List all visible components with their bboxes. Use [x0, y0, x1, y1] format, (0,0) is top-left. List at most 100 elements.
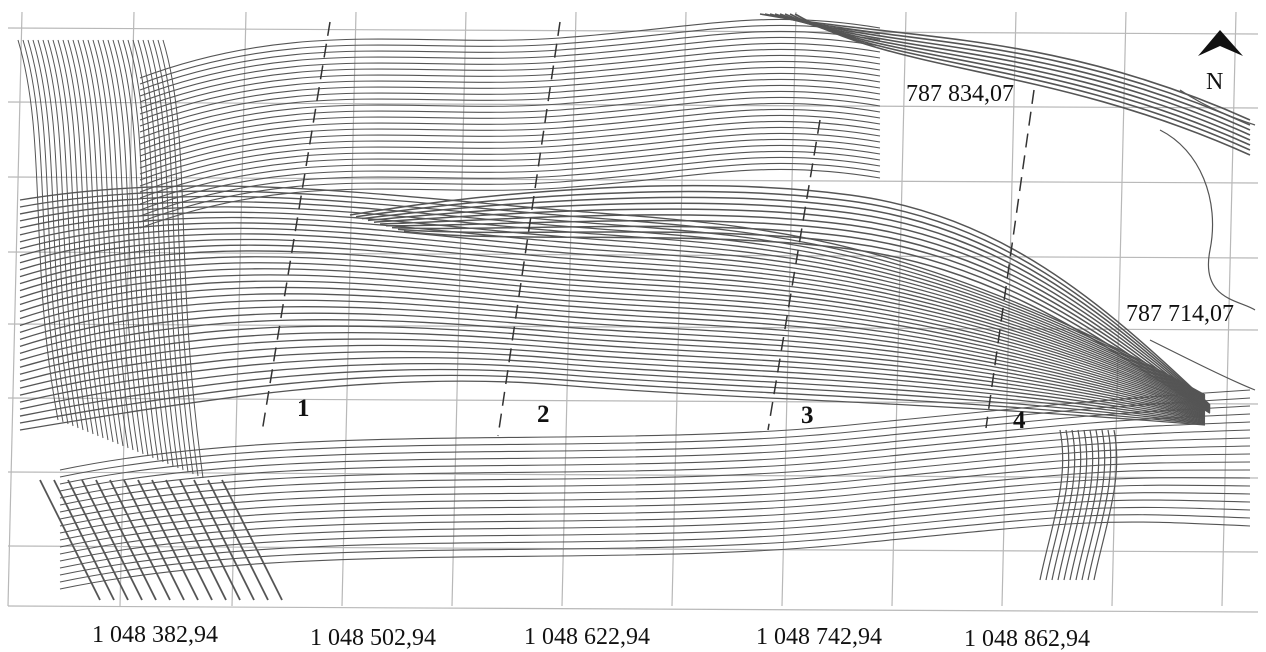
- contour-line: [1069, 429, 1094, 581]
- contour-line: [367, 202, 1211, 409]
- grid-line-vertical: [451, 11, 467, 607]
- contour-line: [59, 421, 1251, 499]
- contour-line: [19, 374, 1206, 425]
- contour-line: [139, 126, 881, 187]
- grid-line-horizontal: [7, 251, 1259, 259]
- contour-line: [19, 293, 1206, 413]
- profile-label-2: 2: [537, 401, 550, 428]
- contour-line: [109, 479, 171, 601]
- contour-line: [385, 219, 1211, 412]
- contour-line: [19, 325, 1206, 418]
- contour-line: [19, 306, 1206, 415]
- contour-line: [162, 39, 204, 479]
- contour-line: [1063, 429, 1088, 581]
- contour-line: [221, 479, 283, 601]
- contour-line: [19, 380, 1206, 431]
- grid-line-horizontal: [7, 323, 1259, 331]
- contour-line: [759, 13, 1251, 121]
- contour-line: [139, 72, 881, 133]
- contour-line: [794, 13, 1251, 156]
- contour-line: [1093, 429, 1118, 581]
- contour-line: [19, 222, 1206, 402]
- contour-line: [87, 39, 129, 449]
- contour-line: [72, 39, 114, 443]
- contour-line: [59, 413, 1251, 492]
- contour-line: [19, 312, 1206, 416]
- contour-line: [132, 39, 174, 467]
- contour-line: [769, 13, 1251, 131]
- contour-line: [59, 453, 1251, 527]
- contour-line: [1045, 429, 1070, 581]
- contour-line: [117, 39, 159, 461]
- contour-line: [19, 344, 1206, 421]
- profile-line: [767, 119, 821, 431]
- contour-line: [139, 108, 881, 169]
- contour-line: [95, 479, 157, 601]
- contour-line: [207, 479, 269, 601]
- contour-line: [139, 114, 881, 175]
- easting-label-2: 1 048 502,94: [310, 625, 436, 651]
- contour-line: [19, 356, 1206, 423]
- contour-lines: [17, 13, 1256, 601]
- contour-line: [397, 228, 1211, 413]
- contour-line: [139, 168, 881, 229]
- contour-line: [102, 39, 144, 455]
- contour-line: [19, 216, 1206, 402]
- north-label: N: [1206, 69, 1224, 95]
- contour-line: [139, 84, 881, 145]
- contour-line: [19, 227, 1206, 403]
- contour-line: [59, 492, 1251, 562]
- contour-line: [19, 338, 1206, 420]
- contour-line: [139, 36, 881, 97]
- contour-line: [139, 138, 881, 199]
- grid-line-vertical: [1111, 11, 1127, 607]
- contour-line: [59, 429, 1251, 506]
- contour-line: [139, 30, 881, 91]
- contour-line: [139, 60, 881, 121]
- contour-line: [19, 368, 1206, 424]
- contour-line: [27, 39, 69, 425]
- grid-line-vertical: [561, 11, 577, 607]
- grid-line-horizontal: [7, 545, 1259, 553]
- contour-line: [19, 244, 1206, 406]
- contour-line: [42, 39, 84, 431]
- contour-line: [139, 156, 881, 217]
- northing-label-top: 787 834,07: [906, 81, 1014, 107]
- profile-line: [497, 21, 561, 437]
- contour-line: [47, 39, 89, 433]
- contour-line: [19, 274, 1206, 411]
- contour-line: [139, 144, 881, 205]
- contour-line: [139, 18, 881, 79]
- grid-line-horizontal: [7, 471, 1259, 479]
- contour-line: [139, 150, 881, 211]
- contour-line: [1159, 129, 1256, 311]
- grid-line-vertical: [1221, 11, 1237, 607]
- contour-line: [1179, 89, 1256, 126]
- contour-line: [59, 461, 1251, 534]
- contour-line: [142, 39, 184, 471]
- contour-line: [19, 233, 1206, 404]
- grid-line-vertical: [7, 11, 23, 607]
- contour-line: [59, 389, 1251, 471]
- profile-label-1: 1: [297, 395, 310, 422]
- contour-line: [59, 499, 1251, 569]
- contour-line: [349, 185, 1211, 406]
- grid-line-vertical: [671, 11, 687, 607]
- northing-label-middle: 787 714,07: [1126, 301, 1234, 327]
- contour-line: [19, 331, 1206, 419]
- easting-label-5: 1 048 862,94: [964, 626, 1090, 652]
- contour-line: [147, 39, 189, 473]
- grid-line-vertical: [781, 11, 797, 607]
- contour-line: [19, 262, 1206, 409]
- contour-line: [139, 42, 881, 103]
- contour-line: [764, 13, 1251, 126]
- contour-line: [19, 280, 1206, 412]
- contour-line: [19, 350, 1206, 422]
- contour-line: [82, 39, 124, 447]
- contour-line: [1039, 429, 1064, 581]
- contour-line: [59, 405, 1251, 485]
- contour-line: [157, 39, 199, 477]
- contour-line: [67, 39, 109, 441]
- contour-line: [403, 230, 1211, 414]
